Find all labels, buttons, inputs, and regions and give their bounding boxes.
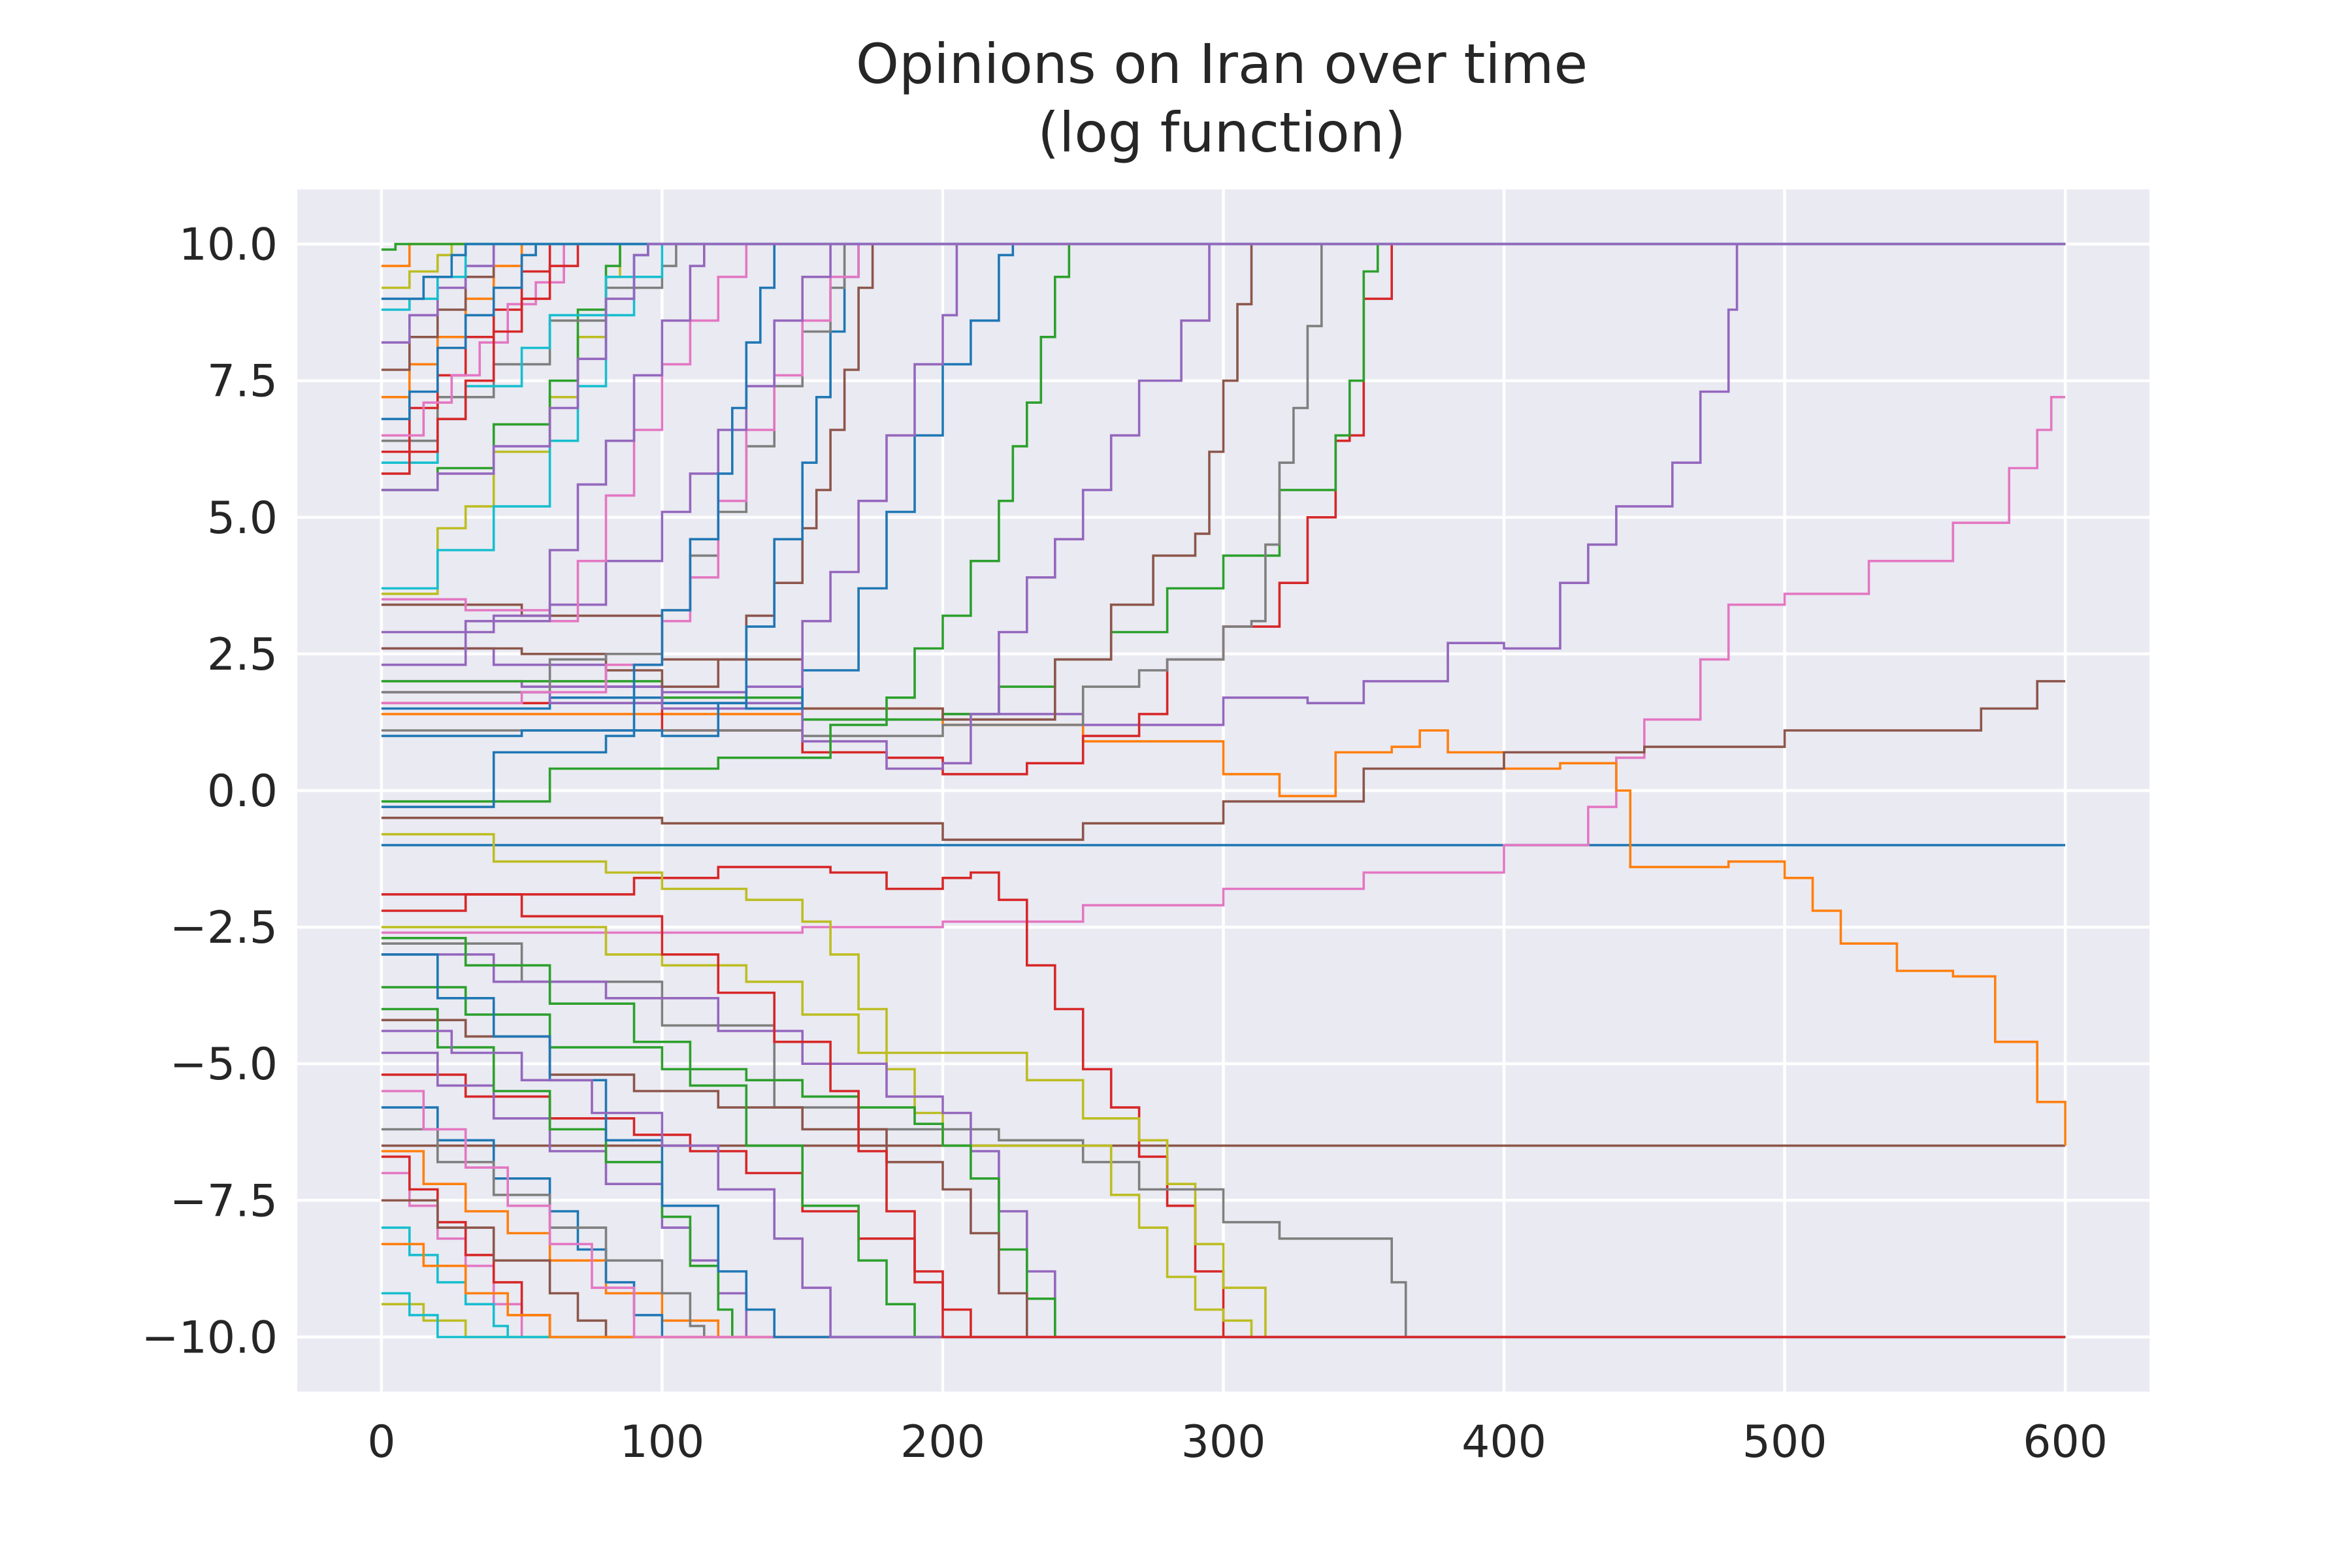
series-line-11 xyxy=(381,242,2066,803)
series-line-38 xyxy=(381,242,2066,301)
series-line-29 xyxy=(381,242,2066,421)
series-line-60 xyxy=(381,1090,2066,1339)
series-line-14 xyxy=(381,242,2066,688)
series-line-44 xyxy=(381,953,2066,1339)
x-tick-label: 200 xyxy=(900,1416,985,1468)
y-tick-label: −7.5 xyxy=(170,1175,278,1227)
series-line-45 xyxy=(381,986,2066,1339)
series-line-52 xyxy=(381,1051,2066,1339)
series-line-53 xyxy=(381,1007,2066,1339)
series-line-27 xyxy=(381,242,2066,453)
y-tick-label: 7.5 xyxy=(207,356,278,408)
series-line-15 xyxy=(381,242,2066,738)
series-line-63 xyxy=(381,1030,2066,1339)
chart-title-line-2: (log function) xyxy=(1037,101,1405,165)
series-line-17 xyxy=(381,242,2066,704)
y-tick-label: 0.0 xyxy=(207,766,278,817)
x-tick-label: 100 xyxy=(620,1416,705,1468)
y-tick-label: 10.0 xyxy=(179,220,278,271)
series-line-42 xyxy=(381,942,2066,1339)
series-line-31 xyxy=(381,242,2066,344)
series-line-58 xyxy=(381,1199,2066,1339)
series-line-33 xyxy=(381,242,2066,289)
series-lines xyxy=(381,242,2066,1339)
series-line-4 xyxy=(381,679,2066,841)
x-tick-label: 500 xyxy=(1742,1416,1827,1468)
x-tick-label: 300 xyxy=(1181,1416,1266,1468)
series-line-19 xyxy=(381,242,2066,808)
series-line-24 xyxy=(381,242,2066,491)
series-line-62 xyxy=(381,937,2066,1339)
series-line-61 xyxy=(381,953,2066,1339)
chart-title-line-1: Opinions on Iran over time xyxy=(856,32,1588,96)
series-line-13 xyxy=(381,242,2066,704)
y-tick-label: −2.5 xyxy=(170,902,278,954)
x-tick-label: 0 xyxy=(367,1416,395,1468)
series-line-36 xyxy=(381,242,2066,475)
x-tick-label: 400 xyxy=(1462,1416,1546,1468)
series-line-64 xyxy=(381,893,2066,1339)
series-line-25 xyxy=(381,242,2066,442)
x-tick-label: 600 xyxy=(2023,1416,2108,1468)
y-axis-tick-labels: 10.0 7.5 5.0 2.5 0.0 −2.5 −5.0 −7.5 −10.0 xyxy=(142,220,278,1364)
series-line-2 xyxy=(381,396,2066,934)
y-tick-label: −10.0 xyxy=(142,1312,278,1364)
x-axis-tick-labels: 0 100 200 300 400 500 600 xyxy=(367,1416,2108,1468)
y-tick-label: −5.0 xyxy=(170,1039,278,1090)
series-line-10 xyxy=(381,242,2066,770)
series-line-39 xyxy=(381,242,2066,491)
y-tick-label: 5.0 xyxy=(207,493,278,544)
series-line-59 xyxy=(381,1243,2066,1339)
series-line-43 xyxy=(381,833,2066,1339)
series-line-8 xyxy=(381,242,2066,738)
series-line-3 xyxy=(381,707,2066,1146)
series-line-9 xyxy=(381,242,2066,721)
series-line-7 xyxy=(381,242,2066,721)
series-line-21 xyxy=(381,242,2066,666)
y-tick-label: 2.5 xyxy=(207,629,278,681)
series-line-41 xyxy=(381,926,2066,1339)
